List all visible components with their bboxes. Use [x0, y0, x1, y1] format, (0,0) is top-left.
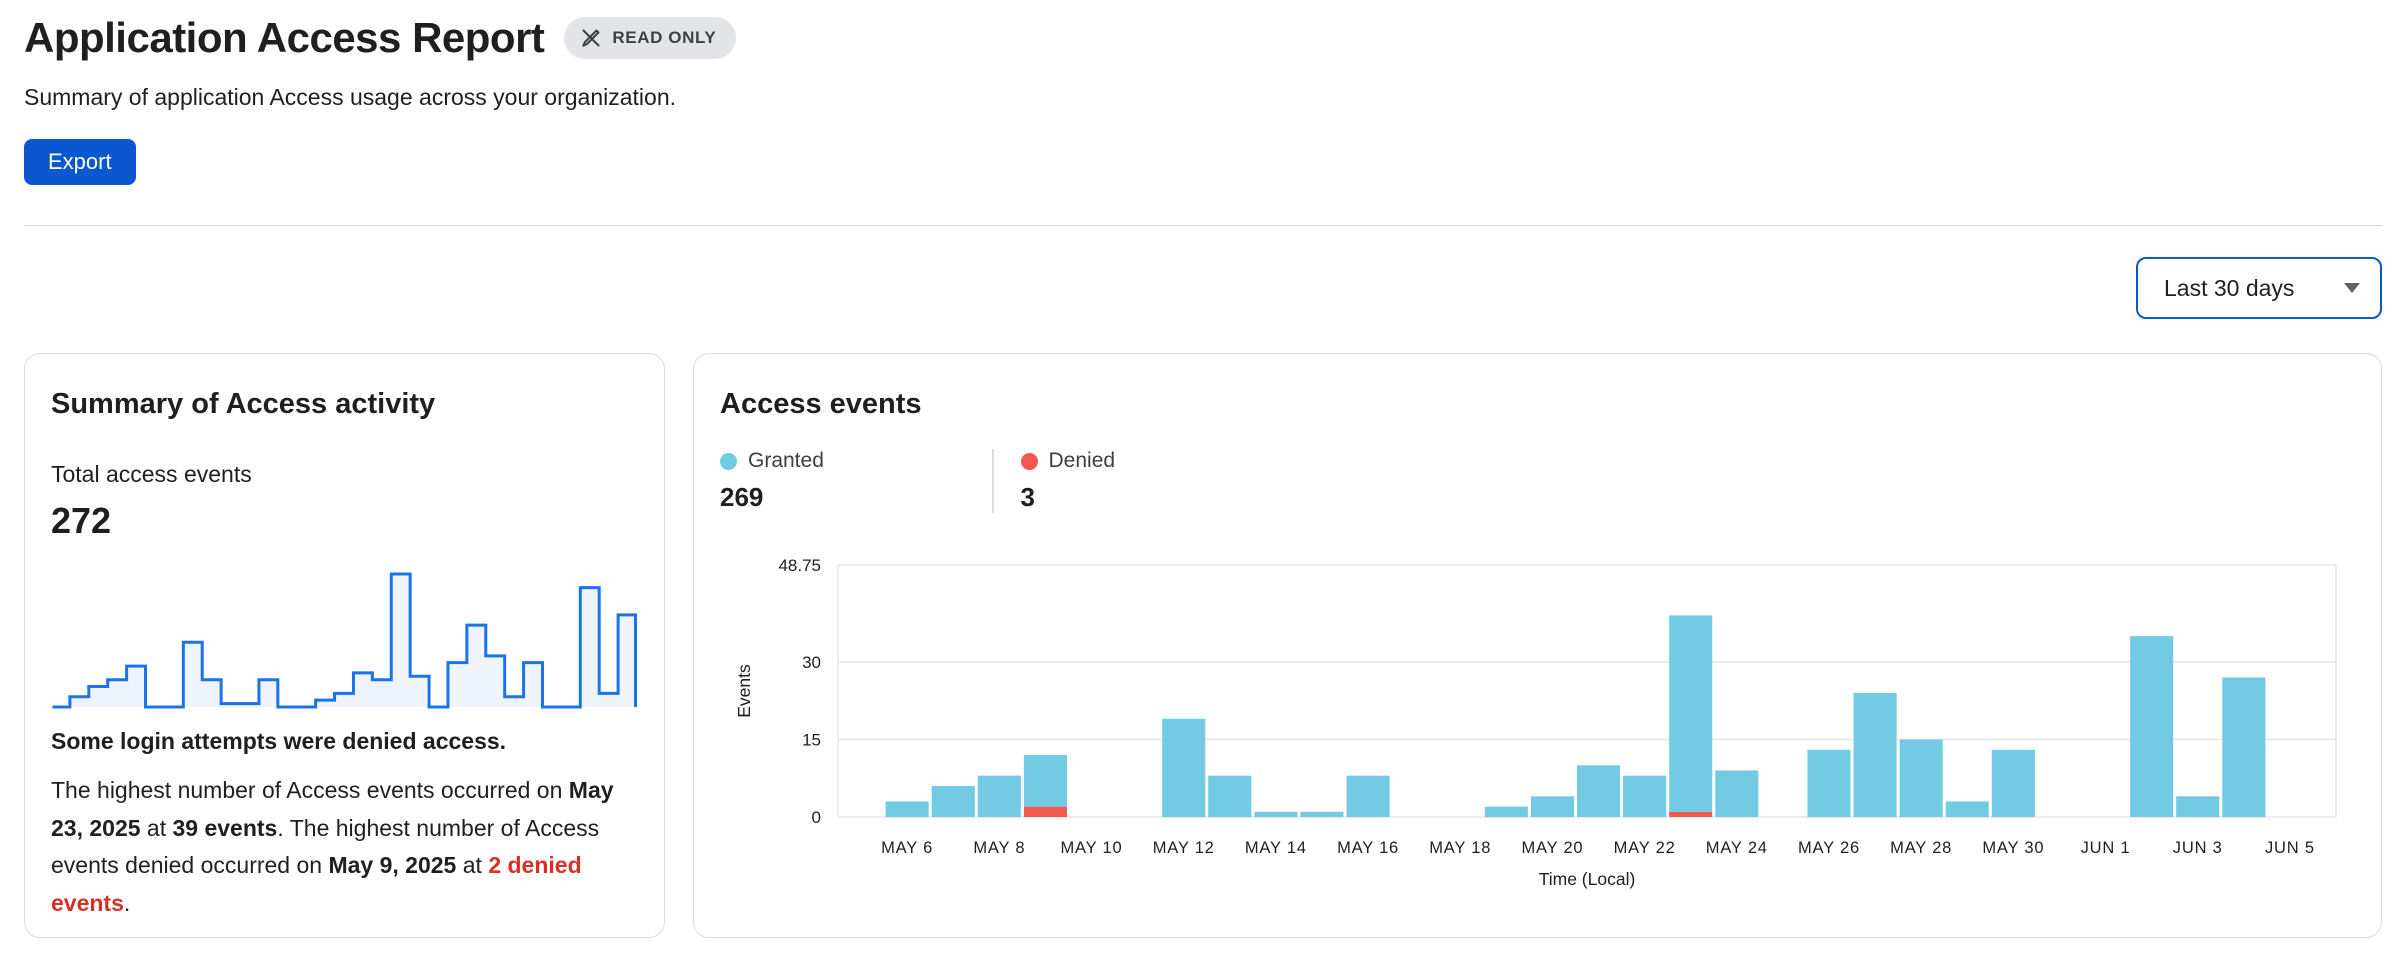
- granted-bar-segment[interactable]: [1300, 811, 1344, 817]
- legend-item-denied: Denied 3: [994, 449, 1116, 513]
- read-only-badge: READ ONLY: [564, 17, 737, 59]
- total-access-events-value: 272: [51, 500, 112, 541]
- detail-text: at: [140, 814, 173, 841]
- chart-legend: Granted 269 Denied 3: [720, 449, 2355, 513]
- svg-text:MAY 16: MAY 16: [1337, 839, 1399, 857]
- svg-text:MAY 10: MAY 10: [1061, 839, 1123, 857]
- granted-bar-segment[interactable]: [1162, 718, 1206, 817]
- svg-text:0: 0: [812, 808, 821, 827]
- granted-bar-segment[interactable]: [1807, 749, 1851, 817]
- filter-row: Last 30 days: [24, 226, 2382, 319]
- svg-text:MAY 26: MAY 26: [1798, 839, 1860, 857]
- granted-bar-segment[interactable]: [1530, 796, 1574, 817]
- svg-text:15: 15: [802, 730, 821, 749]
- granted-bar-segment[interactable]: [1669, 615, 1713, 812]
- granted-bar-segment[interactable]: [1023, 754, 1067, 807]
- svg-text:MAY 24: MAY 24: [1706, 839, 1768, 857]
- export-button[interactable]: Export: [24, 139, 136, 185]
- detail-text: The highest number of Access events occu…: [51, 777, 569, 803]
- detail-text: . The highest number of Access events de…: [51, 814, 600, 879]
- granted-bar-segment[interactable]: [1899, 739, 1943, 817]
- denied-legend-value: 3: [1020, 482, 1035, 512]
- granted-bar-segment[interactable]: [1576, 765, 1621, 817]
- granted-bar-segment[interactable]: [2130, 636, 2174, 817]
- activity-sparkline: [52, 572, 637, 709]
- granted-bar-segment[interactable]: [885, 801, 929, 817]
- application-access-report-page: Application Access Report READ ONLY Summ…: [0, 14, 2406, 938]
- detail-peak-count: 39 events: [172, 814, 278, 841]
- read-only-badge-label: READ ONLY: [612, 28, 717, 47]
- denied-bar-segment[interactable]: [1023, 806, 1067, 817]
- detail-denied-count: 2 denied events: [51, 852, 582, 916]
- date-range-select[interactable]: Last 30 days: [2136, 257, 2382, 319]
- svg-text:MAY 30: MAY 30: [1982, 839, 2044, 857]
- legend-divider: [992, 449, 994, 513]
- granted-bar-segment[interactable]: [2222, 677, 2266, 817]
- granted-bar-segment[interactable]: [1623, 775, 1667, 817]
- header-divider: [24, 225, 2382, 226]
- granted-legend-value: 269: [720, 482, 764, 512]
- legend-item-granted: Granted 269: [720, 449, 992, 513]
- svg-text:MAY 14: MAY 14: [1245, 839, 1307, 857]
- svg-text:Time (Local): Time (Local): [1539, 869, 1636, 889]
- denied-bar-segment[interactable]: [1669, 811, 1713, 817]
- summary-of-access-activity-card: Summary of Access activity Total access …: [24, 353, 665, 938]
- denied-legend-dot: [1020, 452, 1038, 470]
- summary-card-title: Summary of Access activity: [51, 388, 436, 420]
- detail-peak-date: May 23, 2025: [51, 777, 614, 841]
- svg-text:Events: Events: [734, 664, 754, 718]
- svg-text:48.75: 48.75: [778, 556, 821, 575]
- detail-denied-date: May 9, 2025: [328, 852, 457, 878]
- header: Application Access Report READ ONLY: [24, 14, 2382, 62]
- date-range-selected-value: Last 30 days: [2164, 274, 2295, 301]
- granted-bar-segment[interactable]: [2176, 796, 2220, 817]
- svg-text:MAY 22: MAY 22: [1614, 839, 1676, 857]
- access-events-card: Access events Granted 269 Denied 3: [693, 353, 2382, 938]
- svg-text:MAY 12: MAY 12: [1153, 839, 1215, 857]
- granted-bar-segment[interactable]: [1715, 770, 1759, 817]
- granted-bar-segment[interactable]: [1208, 775, 1252, 817]
- svg-text:JUN 1: JUN 1: [2081, 839, 2131, 857]
- granted-bar-segment[interactable]: [1346, 775, 1390, 817]
- page-subtitle: Summary of application Access usage acro…: [24, 84, 676, 110]
- svg-text:30: 30: [802, 653, 821, 672]
- svg-text:JUN 3: JUN 3: [2173, 839, 2223, 857]
- granted-bar-segment[interactable]: [1853, 692, 1897, 817]
- detail-text: at: [456, 852, 489, 878]
- granted-bar-segment[interactable]: [1484, 806, 1528, 817]
- pencil-slash-icon: [582, 29, 600, 47]
- access-events-chart[interactable]: 0 15 30 48.75 Events MAY 6 MAY 8 MAY 10 MAY 12 MA…: [720, 555, 2350, 902]
- access-events-card-title: Access events: [720, 388, 922, 420]
- svg-text:MAY 8: MAY 8: [973, 839, 1025, 857]
- svg-text:JUN 5: JUN 5: [2265, 839, 2315, 857]
- granted-bar-segment[interactable]: [931, 785, 975, 817]
- cards-row: Summary of Access activity Total access …: [24, 353, 2382, 938]
- granted-bar-segment[interactable]: [1991, 749, 2035, 817]
- granted-bar-segment[interactable]: [977, 775, 1021, 817]
- granted-legend-dot: [720, 452, 737, 470]
- svg-text:MAY 18: MAY 18: [1429, 839, 1491, 857]
- granted-legend-label: Granted: [748, 449, 824, 472]
- chevron-down-icon: [2344, 283, 2360, 293]
- summary-note: Some login attempts were denied access.: [51, 728, 507, 754]
- denied-legend-label: Denied: [1048, 449, 1116, 472]
- granted-bar-segment[interactable]: [1254, 811, 1298, 817]
- detail-text: .: [123, 889, 131, 916]
- total-access-events-label: Total access events: [51, 461, 252, 487]
- svg-text:MAY 20: MAY 20: [1521, 839, 1583, 857]
- granted-bar-segment[interactable]: [1945, 801, 1989, 817]
- summary-detail: The highest number of Access events occu…: [51, 772, 638, 922]
- page-title: Application Access Report: [24, 14, 545, 61]
- svg-text:MAY 6: MAY 6: [881, 839, 933, 857]
- svg-text:MAY 28: MAY 28: [1890, 839, 1952, 857]
